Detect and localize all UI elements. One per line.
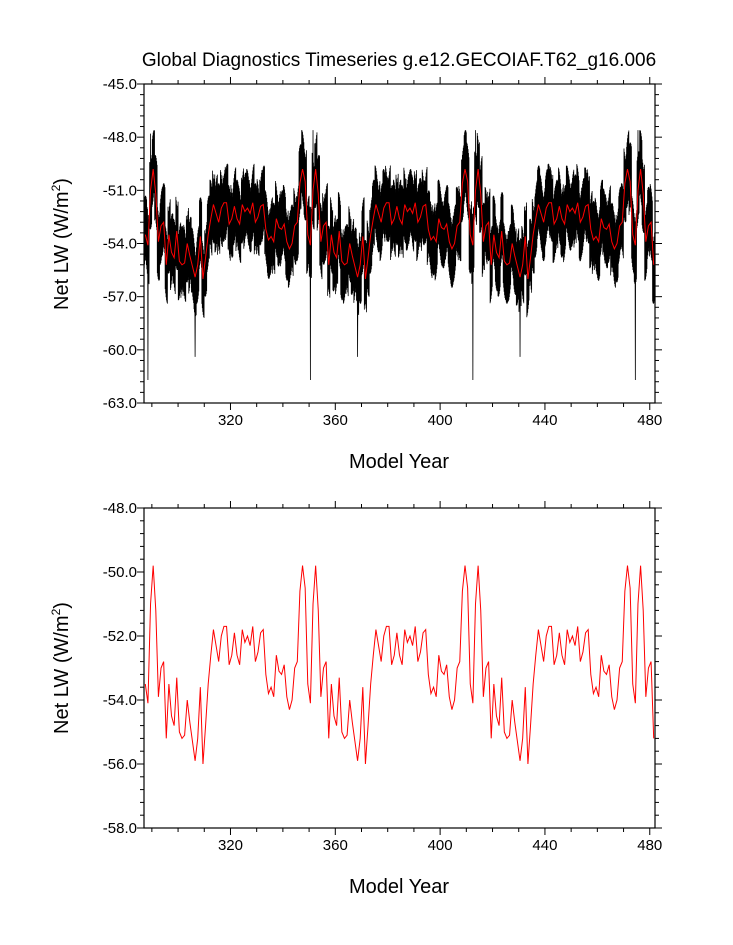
top-ytick-label: -54.0 xyxy=(103,236,137,253)
top-panel: Net LW (W/m2) Model Year -45.0 -48.0 -51… xyxy=(49,76,662,473)
top-ylabel-close: ) xyxy=(51,178,73,185)
top-xtick-label: 320 xyxy=(218,412,243,429)
top-ylabel: Net LW (W/m2) xyxy=(49,178,73,310)
bottom-xtick-label: 320 xyxy=(218,837,243,854)
bottom-ytick-labels: -48.0 -50.0 -52.0 -54.0 -56.0 -58.0 xyxy=(103,500,137,837)
top-xlabel: Model Year xyxy=(349,451,449,473)
chart-title: Global Diagnostics Timeseries g.e12.GECO… xyxy=(142,50,656,71)
top-ytick-labels: -45.0 -48.0 -51.0 -54.0 -57.0 -60.0 -63.… xyxy=(103,76,137,412)
bottom-xtick-label: 400 xyxy=(428,837,453,854)
bottom-xtick-label: 440 xyxy=(532,837,557,854)
bottom-ytick-label: -50.0 xyxy=(103,564,137,581)
bottom-annual-series-line xyxy=(144,565,655,765)
bottom-ylabel: Net LW (W/m2) xyxy=(49,602,73,734)
bottom-ytick-label: -58.0 xyxy=(103,820,137,837)
bottom-ytick-label: -56.0 xyxy=(103,756,137,773)
top-xtick-labels: 320 360 400 440 480 xyxy=(218,412,662,429)
top-ytick-label: -48.0 xyxy=(103,129,137,146)
top-monthly-series-line xyxy=(143,130,656,380)
top-ylabel-sup: 2 xyxy=(49,184,63,191)
bottom-tick-marks xyxy=(137,501,662,835)
top-ylabel-text: Net LW (W/m xyxy=(51,191,73,310)
bottom-ylabel-sup: 2 xyxy=(49,608,63,615)
top-ytick-label: -57.0 xyxy=(103,289,137,306)
top-plot-frame xyxy=(143,83,656,404)
top-ytick-label: -63.0 xyxy=(103,395,137,412)
bottom-plot-frame xyxy=(143,507,656,829)
bottom-ytick-label: -52.0 xyxy=(103,628,137,645)
bottom-ylabel-close: ) xyxy=(51,602,73,609)
bottom-xtick-label: 480 xyxy=(637,837,662,854)
top-xtick-label: 400 xyxy=(428,412,453,429)
top-ytick-label: -51.0 xyxy=(103,182,137,199)
bottom-xlabel: Model Year xyxy=(349,876,449,898)
top-xtick-label: 360 xyxy=(323,412,348,429)
bottom-panel: Net LW (W/m2) Model Year -48.0 -50.0 -52… xyxy=(49,500,662,898)
bottom-ytick-label: -54.0 xyxy=(103,692,137,709)
top-xtick-label: 480 xyxy=(637,412,662,429)
bottom-ylabel-text: Net LW (W/m xyxy=(51,615,73,734)
bottom-xtick-label: 360 xyxy=(323,837,348,854)
top-annual-series-line xyxy=(144,168,655,280)
top-ytick-label: -45.0 xyxy=(103,76,137,93)
top-ytick-label: -60.0 xyxy=(103,342,137,359)
bottom-ytick-label: -48.0 xyxy=(103,500,137,517)
top-xtick-label: 440 xyxy=(532,412,557,429)
bottom-xtick-labels: 320 360 400 440 480 xyxy=(218,837,662,854)
top-tick-marks xyxy=(137,77,662,410)
